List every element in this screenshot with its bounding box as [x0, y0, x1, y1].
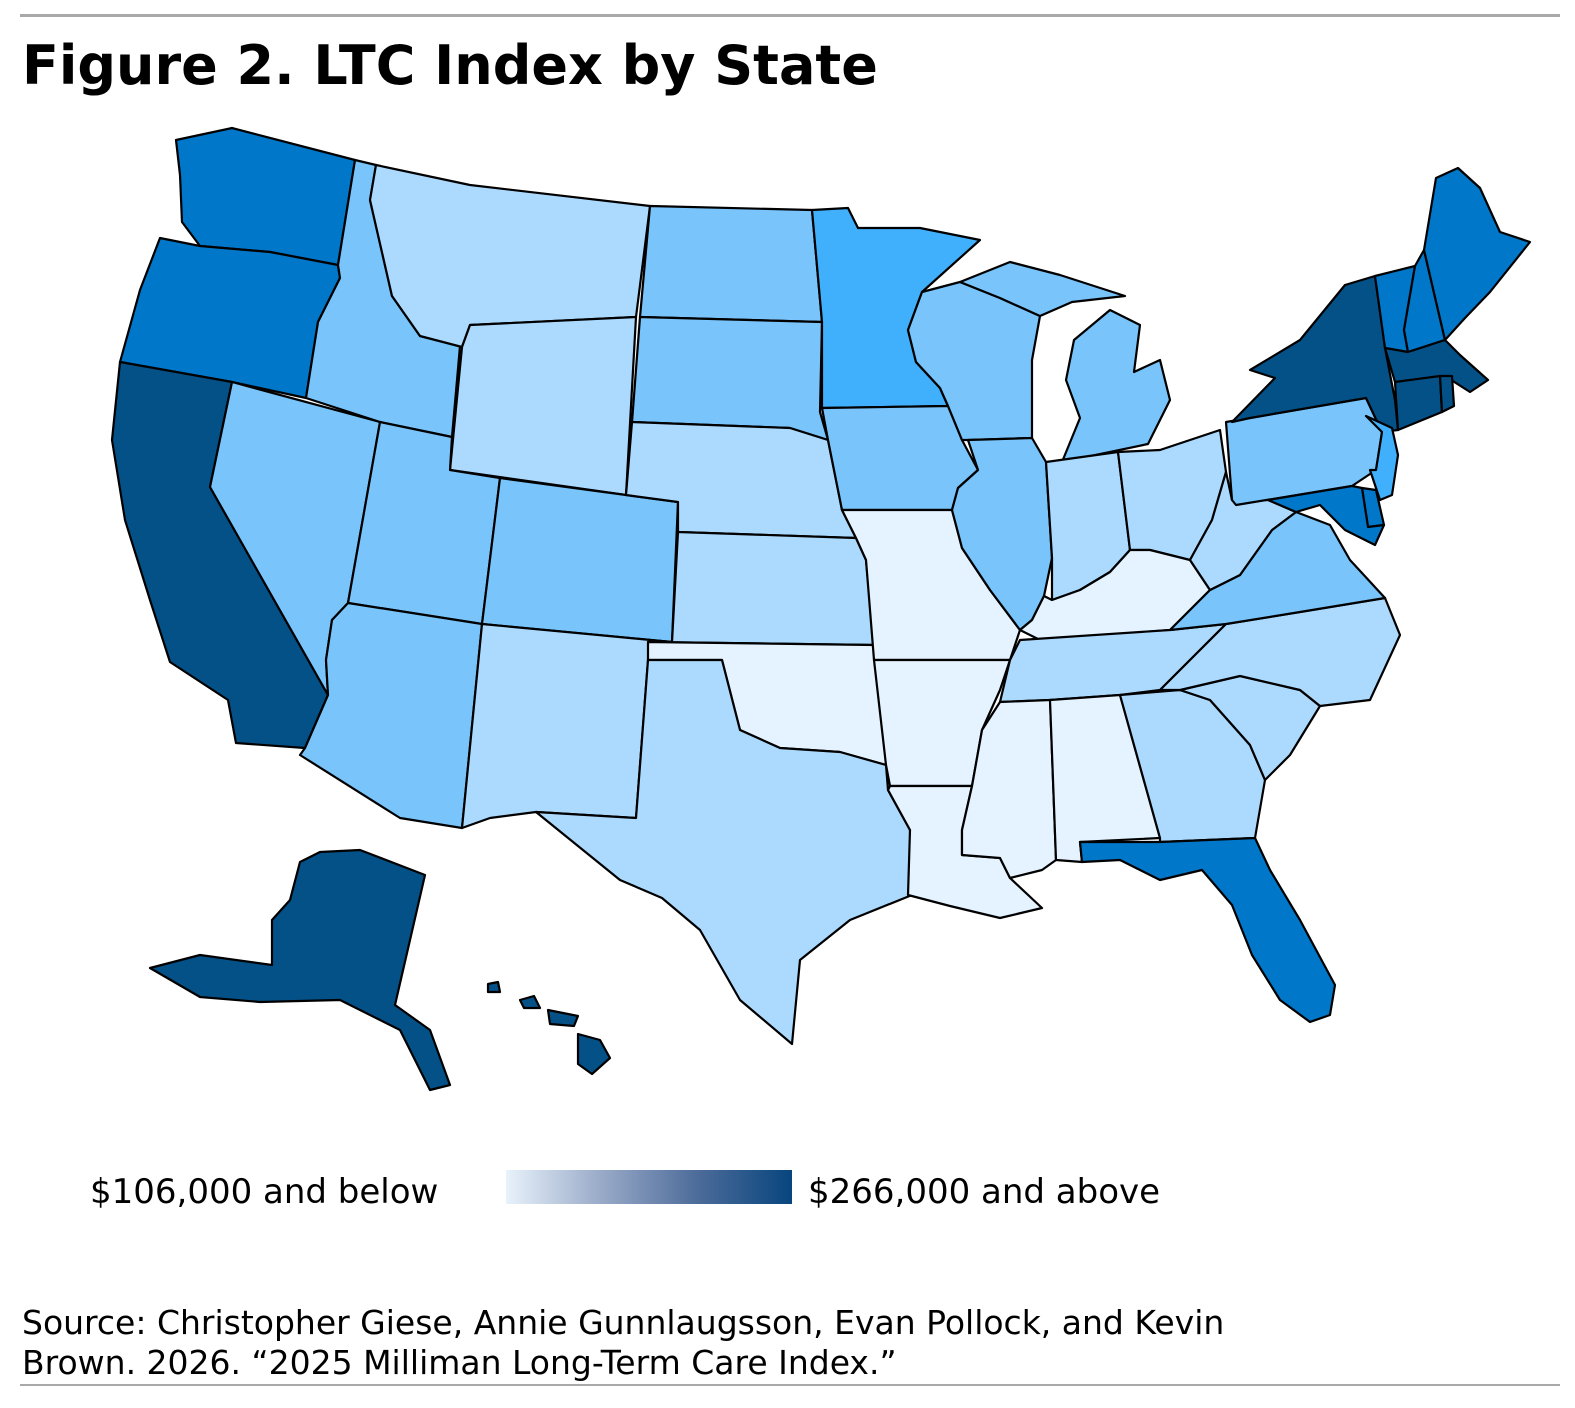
- top-rule: [20, 14, 1560, 17]
- state-WY: [448, 315, 638, 497]
- source-line-1: Source: Christopher Giese, Annie Gunnlau…: [22, 1303, 1225, 1342]
- state-FL: [1078, 836, 1337, 1024]
- state-ND: [638, 204, 824, 324]
- state-WA: [174, 126, 357, 267]
- state-MD: [1266, 484, 1386, 547]
- state-KS: [646, 530, 876, 647]
- figure-title: Figure 2. LTC Index by State: [22, 34, 878, 97]
- us-state-map: [110, 126, 1532, 1092]
- legend-high-label: $266,000 and above: [808, 1172, 1161, 1212]
- legend-low-label: $106,000 and below: [90, 1172, 439, 1212]
- state-RI: [1438, 374, 1456, 414]
- source-line-2: Brown. 2026. “2025 Milliman Long-Term Ca…: [22, 1343, 897, 1382]
- legend-color-scale: [506, 1170, 792, 1204]
- source-note: Source: Christopher Giese, Annie Gunnlau…: [22, 1303, 1552, 1383]
- state-TX: [534, 658, 914, 1046]
- bottom-rule: [20, 1384, 1560, 1386]
- state-AK: [148, 848, 452, 1092]
- state-CT: [1393, 374, 1444, 432]
- state-MI: [958, 260, 1172, 464]
- state-CO: [480, 476, 680, 644]
- state-ME: [1422, 166, 1532, 342]
- state-NC: [1158, 596, 1402, 708]
- state-HI: [486, 980, 612, 1076]
- state-NJ: [1364, 414, 1400, 502]
- state-SD: [630, 315, 830, 442]
